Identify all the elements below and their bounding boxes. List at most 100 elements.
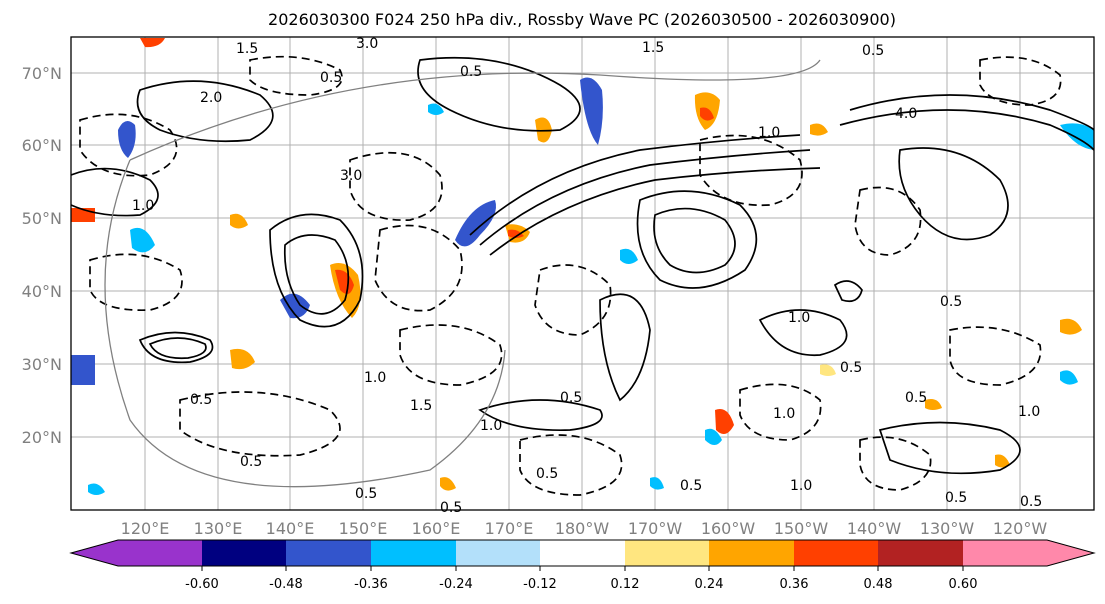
solid-contour [489,167,821,256]
colorbar-bin [456,540,540,566]
dashed-contour [979,56,1062,106]
longitude-labels: 120°E 130°E 140°E 150°E 160°E 170°E 180°W 170°W… [121,519,1048,538]
lon-tick-label: 150°E [339,519,388,538]
contour-label: 0.5 [320,70,342,86]
contour-label: 0.5 [355,486,377,502]
solid-contour [833,280,863,303]
colorbar-bin [794,540,878,566]
solid-contour [269,213,364,328]
shade-red-patch [335,269,354,294]
colorbar-ticks: -0.60 -0.48 -0.36 -0.24 -0.12 0.12 0.24 0.36 0.4… [185,566,977,592]
contour-label: 1.5 [236,41,258,57]
solid-contour [71,167,159,217]
contour-labels: 1.5 3.0 1.5 0.5 2.0 0.5 1.0 3.0 4.0 1.0 … [132,36,1042,516]
shade-blue-patch [118,121,136,158]
contour-label: 2.0 [200,90,222,106]
colorbar-bin [625,540,709,566]
contour-label: 0.5 [945,490,967,506]
contour-label: 1.5 [410,398,432,414]
solid-contour [636,190,758,289]
contour-label: 1.0 [758,125,780,141]
colorbar-bin [878,540,963,566]
colorbar-outline [69,539,1096,567]
colorbar-bin [286,540,371,566]
colorbar-tick-label: -0.60 [185,577,219,592]
shade-orange-patch [140,38,165,48]
lon-tick-label: 160°W [701,519,756,538]
colorbar-tick-label: 0.60 [949,577,978,592]
solid-contour [148,337,207,360]
contour-label: 1.0 [790,478,812,494]
colorbar-tick-label: -0.36 [354,577,388,592]
solid-contour [878,421,1021,475]
solid-contour [479,149,811,246]
lon-tick-label: 150°W [774,519,829,538]
shade-lightblue-patch [88,483,105,495]
solid-contour [898,147,1009,241]
dashed-contour [949,326,1042,386]
shade-orange-patch [230,213,248,229]
contour-label: 1.0 [1018,404,1040,420]
dashed-contour [79,113,178,177]
contour-label: 0.5 [840,360,862,376]
colorbar-tick-label: -0.12 [523,577,557,592]
contour-label: 1.0 [788,310,810,326]
colorbar-tick-label: 0.24 [695,577,724,592]
lon-tick-label: 120°W [993,519,1048,538]
lon-tick-label: 140°E [266,519,315,538]
contour-label: 0.5 [190,392,212,408]
contour-label: 1.0 [132,198,154,214]
lon-tick-label: 180°W [555,519,610,538]
shade-lightblue-patch [620,248,638,264]
dashed-contour [739,383,822,441]
colorbar-bin [709,540,794,566]
contour-label: 1.0 [364,370,386,386]
lat-tick-label: 40°N [22,282,62,301]
contour-label: 0.5 [440,500,462,516]
contour-label: 4.0 [895,106,917,122]
dashed-contour [349,151,443,221]
colorbar-bin [118,540,202,566]
contour-label: 0.5 [862,43,884,59]
dashed-contour [399,324,503,386]
solid-contour [849,94,1094,131]
shade-lightblue-patch [130,227,155,253]
colorbar: -0.60 -0.48 -0.36 -0.24 -0.12 0.12 0.24 0.36 0.4… [69,539,1096,592]
colorbar-bin [963,540,1047,566]
shade-orange-patch [230,348,255,370]
colorbar-extend-min [71,540,118,566]
lat-tick-label: 50°N [22,209,62,228]
contour-label: 1.5 [642,40,664,56]
map-panel: 1.5 3.0 1.5 0.5 2.0 0.5 1.0 3.0 4.0 1.0 … [70,36,1095,516]
shade-blue-patch [280,293,310,319]
colorbar-tick-label: 0.36 [780,577,809,592]
contour-label: 3.0 [356,36,378,52]
shade-orange-patch [995,454,1010,468]
lon-tick-label: 130°W [920,519,975,538]
lon-tick-label: 170°E [485,519,534,538]
dashed-contour [179,391,341,457]
dashed-contour [859,436,932,491]
contour-label: 0.5 [1020,494,1042,510]
lat-tick-label: 60°N [22,136,62,155]
shade-red-patch [508,229,524,238]
lat-tick-label: 30°N [22,355,62,374]
contour-label: 0.5 [240,454,262,470]
contour-label: 3.0 [340,168,362,184]
shade-orange-patch [925,399,942,410]
colorbar-bin [202,540,286,566]
contour-label: 0.5 [560,390,582,406]
shade-blue-patch [580,77,603,145]
solid-contour [469,134,801,236]
shade-lightblue-patch [1060,370,1078,385]
lon-tick-label: 160°E [412,519,461,538]
dashed-contour [854,186,922,256]
solid-contour [138,331,214,364]
solid-contour [136,80,274,143]
colorbar-bins [118,540,1047,566]
pc-boundary-curve [104,59,821,488]
shade-blue-patch [71,355,95,385]
dashed-contour [534,264,612,336]
shade-red-patch [700,107,714,121]
